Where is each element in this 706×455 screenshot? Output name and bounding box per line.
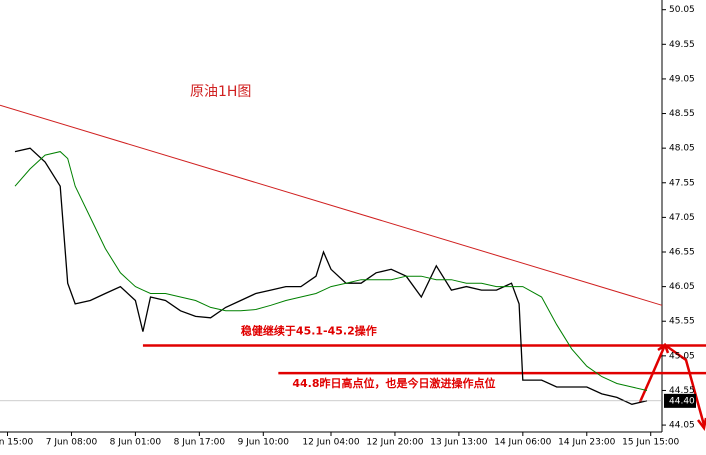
arrow-path [650,343,706,426]
y-tick-label: 45.05 [669,351,695,361]
x-tick-label: 14 Jun 23:00 [558,438,615,448]
trendline [0,104,663,306]
y-tick-label: 48.05 [669,144,695,154]
x-tick-label: 9 Jun 10:00 [238,438,290,448]
x-tick-label: 7 Jun 08:00 [46,438,98,448]
x-tick-label: 8 Jun 17:00 [174,438,226,448]
arrow-head [697,417,706,431]
level-note: 稳健继续于45.1-45.2操作 [241,323,377,337]
y-tick-label: 49.55 [669,40,695,50]
arrow-path [638,374,654,403]
y-tick-label: 50.05 [669,5,695,15]
price-line [14,151,648,391]
x-tick-label: 6 Jun 15:00 [0,438,34,448]
level-note: 44.8昨日高点位，也是今日激进操作点位 [292,376,495,390]
y-tick-label: 46.05 [669,282,695,292]
y-tick-label: 46.55 [669,248,695,258]
y-tick-label: 49.05 [669,74,695,84]
x-tick-label: 14 Jun 06:00 [494,438,551,448]
current-price-box [664,393,696,408]
y-tick-label: 47.05 [669,213,695,223]
y-tick-label: 44.55 [669,386,695,396]
y-tick-label: 48.55 [669,109,695,119]
x-tick-label: 8 Jun 01:00 [110,438,162,448]
chart-title: 原油1H图 [190,84,251,100]
x-tick-label: 12 Jun 04:00 [302,438,359,448]
x-tick-label: 15 Jun 15:00 [622,438,679,448]
price-line [14,147,648,405]
x-tick-label: 13 Jun 13:00 [430,438,487,448]
current-price-label: 44.40 [669,396,695,406]
y-tick-label: 47.55 [669,178,695,188]
x-tick-label: 12 Jun 20:00 [366,438,423,448]
y-tick-label: 45.55 [669,317,695,327]
y-tick-label: 44.05 [669,421,695,431]
